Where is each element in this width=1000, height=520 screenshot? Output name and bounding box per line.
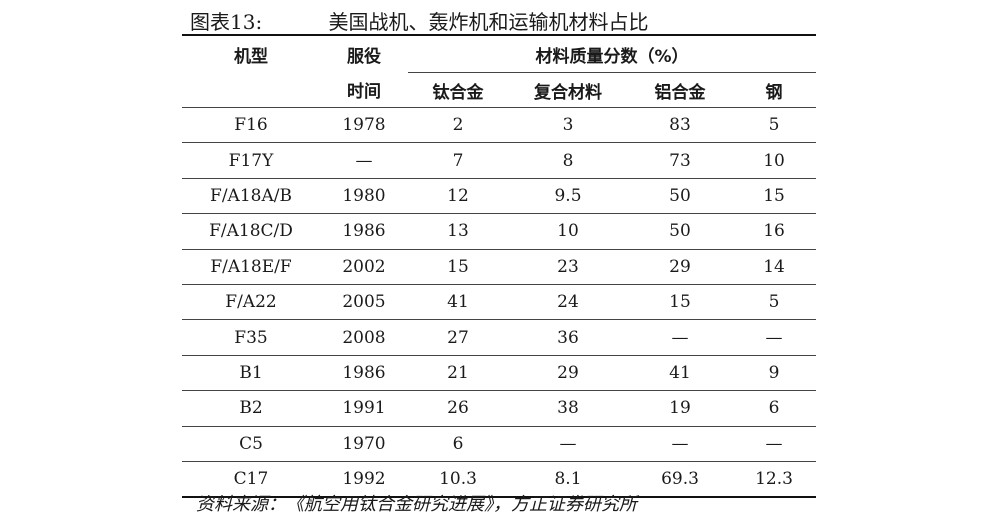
cell-model: F/A22 <box>182 283 320 320</box>
cell-titanium: 21 <box>408 354 508 391</box>
cell-service-year: 1991 <box>320 390 408 427</box>
cell-service-year: — <box>320 142 408 179</box>
cell-composite: 23 <box>508 248 628 285</box>
cell-steel: — <box>732 319 817 356</box>
cell-steel: 6 <box>732 390 817 427</box>
cell-model: F/A18C/D <box>182 213 320 250</box>
cell-titanium: 12 <box>408 177 508 214</box>
cell-model: F/A18E/F <box>182 248 320 285</box>
header-model-blank <box>182 73 320 108</box>
table-row: B1 1986 21 29 41 9 <box>182 354 817 391</box>
header-service-line1: 服役 <box>320 34 408 73</box>
cell-service-year: 1980 <box>320 177 408 214</box>
cell-model: B2 <box>182 390 320 427</box>
header-material-group: 材料质量分数（%） <box>408 34 817 73</box>
cell-titanium: 7 <box>408 142 508 179</box>
cell-service-year: 1970 <box>320 425 408 462</box>
table-row: F/A18E/F 2002 15 23 29 14 <box>182 248 817 285</box>
table-body: F16 1978 2 3 83 5 F17Y —7 8 73 10 F/A18A/B 1980 12 9.5… <box>182 106 817 499</box>
cell-service-year: 2002 <box>320 248 408 285</box>
cell-aluminum: 73 <box>628 142 732 179</box>
header-composite: 复合材料 <box>534 82 602 103</box>
cell-composite: 10 <box>508 213 628 250</box>
table-row: F17Y —7 8 73 10 <box>182 142 817 179</box>
cell-aluminum: — <box>628 425 732 462</box>
cell-composite: — <box>508 425 628 462</box>
source-note: 资料来源：《航空用钛合金研究进展》，方正证券研究所 <box>196 494 637 515</box>
cell-steel: 12.3 <box>732 460 817 499</box>
table-row: F35 2008 27 36— — <box>182 319 817 356</box>
table-row: C5 1970 6— — — <box>182 425 817 462</box>
header-aluminum: 铝合金 <box>654 82 706 103</box>
cell-composite: 24 <box>508 283 628 320</box>
cell-titanium: 2 <box>408 106 508 143</box>
cell-steel: — <box>732 425 817 462</box>
cell-steel: 9 <box>732 354 817 391</box>
cell-aluminum: 41 <box>628 354 732 391</box>
cell-steel: 15 <box>732 177 817 214</box>
cell-titanium: 15 <box>408 248 508 285</box>
cell-composite: 36 <box>508 319 628 356</box>
table-row: B2 1991 26 38 19 6 <box>182 390 817 427</box>
cell-composite: 9.5 <box>508 177 628 214</box>
cell-steel: 16 <box>732 213 817 250</box>
cell-steel: 10 <box>732 142 817 179</box>
cell-model: B1 <box>182 354 320 391</box>
cell-aluminum: 50 <box>628 177 732 214</box>
table-row: C17 1992 10.3 8.1 69.3 12.3 <box>182 460 817 499</box>
header-model: 机型 <box>182 34 320 73</box>
cell-aluminum: 29 <box>628 248 732 285</box>
table-row: F/A18A/B 1980 12 9.5 50 15 <box>182 177 817 214</box>
cell-service-year: 2008 <box>320 319 408 356</box>
cell-model: F/A18A/B <box>182 177 320 214</box>
cell-titanium: 27 <box>408 319 508 356</box>
cell-service-year: 1986 <box>320 213 408 250</box>
cell-service-year: 1992 <box>320 460 408 499</box>
cell-aluminum: 69.3 <box>628 460 732 499</box>
cell-titanium: 13 <box>408 213 508 250</box>
table-row: F/A18C/D 1986 13 10 50 16 <box>182 213 817 250</box>
cell-composite: 8 <box>508 142 628 179</box>
cell-service-year: 1978 <box>320 106 408 143</box>
cell-titanium: 10.3 <box>408 460 508 499</box>
cell-titanium: 26 <box>408 390 508 427</box>
cell-composite: 8.1 <box>508 460 628 499</box>
cell-service-year: 1986 <box>320 354 408 391</box>
cell-model: C5 <box>182 425 320 462</box>
cell-composite: 38 <box>508 390 628 427</box>
cell-aluminum: 83 <box>628 106 732 143</box>
cell-composite: 29 <box>508 354 628 391</box>
materials-table: 机型 服役 材料质量分数（%） 时间 钛合金 复合材料 铝合金 钢 F16 197… <box>182 34 817 499</box>
header-service-line2: 时间 <box>347 82 381 103</box>
cell-aluminum: — <box>628 319 732 356</box>
table-row: F/A22 2005 41 24 15 5 <box>182 283 817 320</box>
header-steel: 钢 <box>765 82 783 103</box>
cell-composite: 3 <box>508 106 628 143</box>
cell-steel: 5 <box>732 106 817 143</box>
cell-steel: 5 <box>732 283 817 320</box>
cell-aluminum: 15 <box>628 283 732 320</box>
cell-titanium: 6 <box>408 425 508 462</box>
cell-model: F16 <box>182 106 320 143</box>
cell-model: C17 <box>182 460 320 499</box>
cell-model: F17Y <box>182 142 320 179</box>
figure-caption: 图表13: 美国战机、轰炸机和运输机材料占比 <box>190 6 649 35</box>
figure-title: 美国战机、轰炸机和运输机材料占比 <box>328 10 649 34</box>
table-row: F16 1978 2 3 83 5 <box>182 106 817 143</box>
figure-label: 图表13: <box>190 10 263 34</box>
cell-steel: 14 <box>732 248 817 285</box>
cell-aluminum: 19 <box>628 390 732 427</box>
cell-service-year: 2005 <box>320 283 408 320</box>
cell-titanium: 41 <box>408 283 508 320</box>
header-titanium: 钛合金 <box>432 82 484 103</box>
cell-model: F35 <box>182 319 320 356</box>
cell-aluminum: 50 <box>628 213 732 250</box>
